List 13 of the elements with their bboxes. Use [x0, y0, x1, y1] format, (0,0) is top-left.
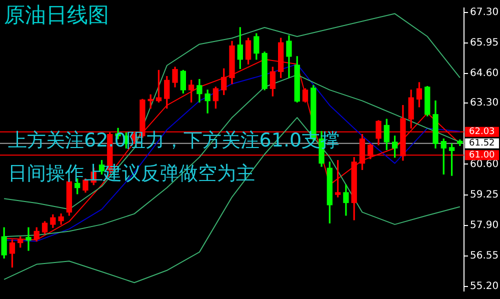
y-tick-label: 67.30 — [470, 7, 499, 18]
y-tick-label: 57.90 — [470, 220, 499, 231]
y-tick-label: 64.60 — [470, 68, 499, 80]
y-tick-label: 63.30 — [470, 98, 499, 109]
y-tick-label: 65.95 — [470, 38, 499, 49]
ref-line-label: 61.00 — [469, 150, 496, 161]
y-tick-label: 56.55 — [470, 250, 499, 262]
y-tick-label: 55.20 — [470, 281, 499, 292]
ref-line-label: 62.03 — [469, 127, 495, 138]
y-tick-label: 60.60 — [470, 158, 499, 170]
y-tick-label: 59.25 — [470, 189, 499, 200]
chart-title: 原油日线图 — [4, 2, 109, 27]
ref-line-label: 61.52 — [469, 138, 495, 149]
